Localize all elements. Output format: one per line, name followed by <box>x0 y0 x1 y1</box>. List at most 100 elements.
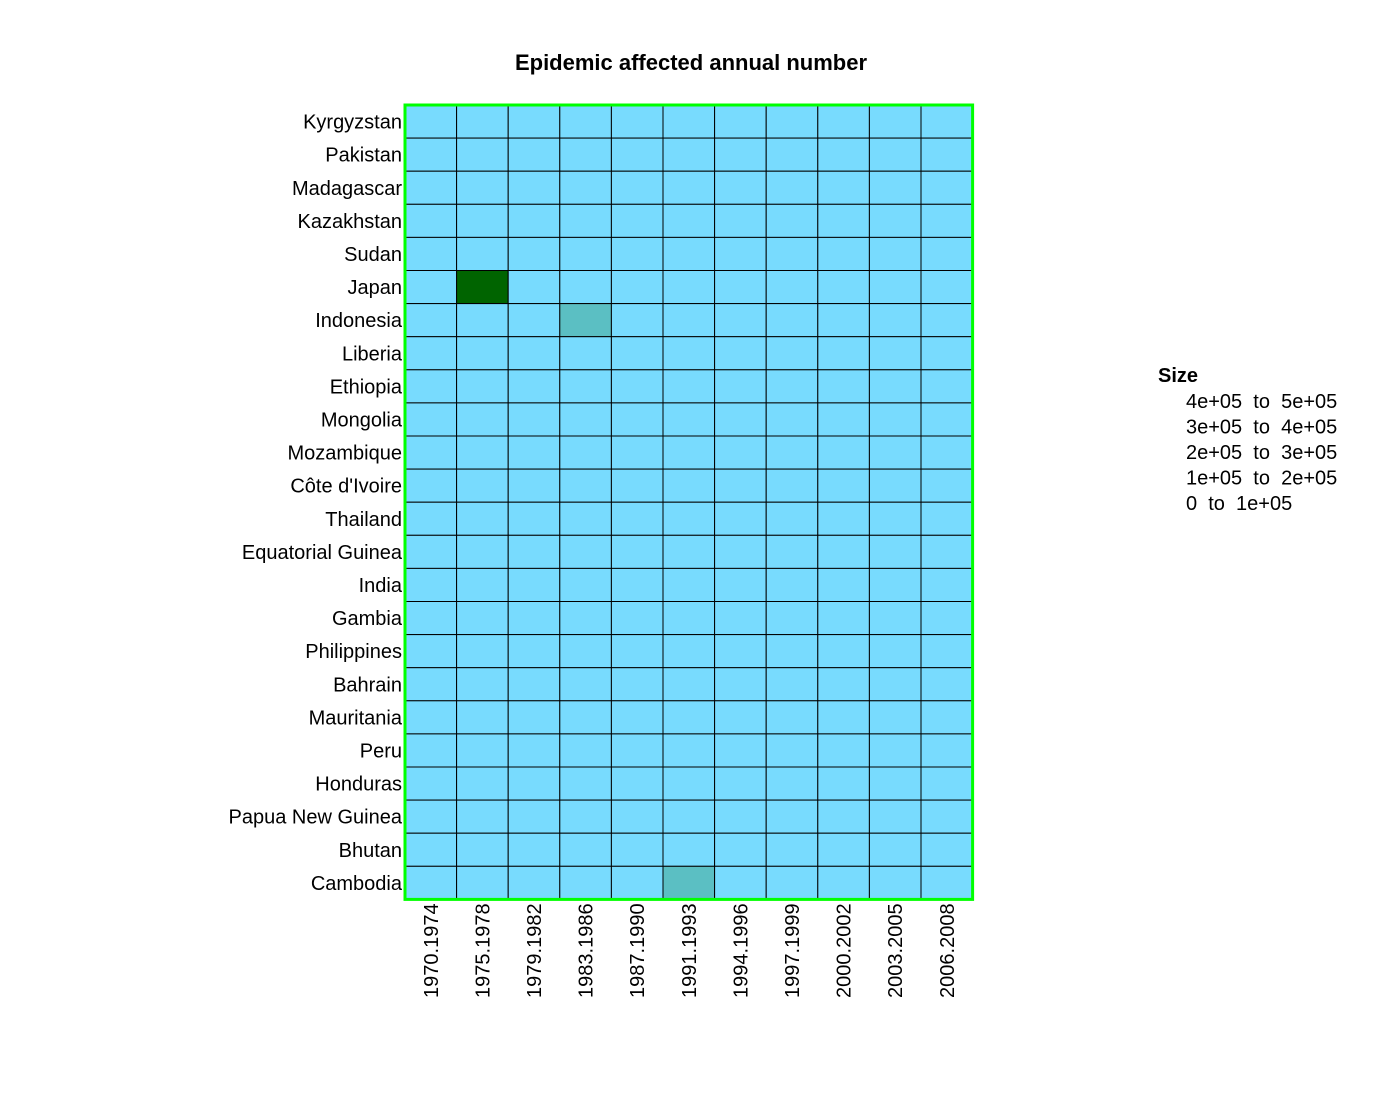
heatmap-cell <box>610 336 664 371</box>
row-label: Bhutan <box>339 840 402 862</box>
heatmap-cell <box>920 832 974 867</box>
heatmap-cell <box>662 733 716 768</box>
heatmap-cell <box>714 799 767 834</box>
heatmap-cell <box>817 203 870 238</box>
heatmap-cell <box>404 137 458 172</box>
heatmap-cell <box>817 303 870 338</box>
heatmap-cell <box>662 567 716 603</box>
heatmap-cell <box>507 137 561 172</box>
heatmap-cell <box>404 303 458 338</box>
heatmap-cell <box>456 799 509 834</box>
row-label: Gambia <box>332 608 403 630</box>
heatmap-cell <box>404 435 458 470</box>
heatmap-cell <box>817 601 870 636</box>
heatmap-cell <box>610 534 664 569</box>
heatmap-cell <box>920 733 974 768</box>
heatmap-cell <box>714 634 767 669</box>
heatmap-cell <box>920 501 974 536</box>
heatmap-cell <box>817 634 870 669</box>
heatmap-cell <box>868 700 922 735</box>
heatmap-cell <box>610 402 664 437</box>
heatmap-cell <box>507 104 561 139</box>
heatmap-cell <box>507 667 561 702</box>
heatmap-cell <box>610 634 664 669</box>
heatmap-cell <box>456 236 509 271</box>
row-label: Mongolia <box>321 409 403 431</box>
heatmap-cell <box>714 369 767 404</box>
heatmap-cell <box>920 104 974 139</box>
heatmap-cell <box>662 137 716 172</box>
heatmap-cell <box>559 203 612 238</box>
heatmap-cell <box>817 468 870 503</box>
heatmap-cell <box>765 832 819 867</box>
heatmap-cell <box>765 766 819 801</box>
heatmap-cell <box>817 799 870 834</box>
heatmap-cell <box>610 369 664 404</box>
heatmap-cell <box>868 435 922 470</box>
heatmap-cell <box>714 303 767 338</box>
heatmap-cell <box>920 567 974 603</box>
heatmap-cell <box>507 534 561 569</box>
heatmap-cell <box>662 799 716 834</box>
heatmap-cell <box>456 104 509 139</box>
heatmap-cell <box>456 303 509 338</box>
heatmap-cell <box>714 700 767 735</box>
heatmap-cell <box>765 137 819 172</box>
heatmap-cell <box>456 501 509 536</box>
heatmap-cell <box>404 733 458 768</box>
heatmap-cell <box>404 468 458 503</box>
heatmap-cell <box>920 766 974 801</box>
heatmap-cell <box>559 865 612 900</box>
heatmap-cell <box>920 402 974 437</box>
column-label: 1970.1974 <box>421 903 443 998</box>
heatmap-cell <box>662 700 716 735</box>
heatmap-cell <box>456 203 509 238</box>
heatmap-cell <box>765 336 819 371</box>
heatmap-cell <box>765 303 819 338</box>
row-label: Ethiopia <box>330 376 403 398</box>
row-label: Mozambique <box>287 443 402 465</box>
column-label: 1987.1990 <box>627 903 649 998</box>
heatmap-cell <box>507 865 561 900</box>
heatmap-cell <box>765 501 819 536</box>
heatmap-cell <box>456 601 509 636</box>
row-label: Kazakhstan <box>297 211 402 233</box>
heatmap-cell <box>868 336 922 371</box>
heatmap-cell <box>456 700 509 735</box>
heatmap-cell <box>507 832 561 867</box>
heatmap-cell <box>559 402 612 437</box>
heatmap-cell <box>456 634 509 669</box>
heatmap-cell <box>868 667 922 702</box>
column-label: 1997.1999 <box>782 903 804 998</box>
heatmap-cell <box>920 170 974 205</box>
column-label: 1994.1996 <box>730 903 752 998</box>
heatmap-cell <box>714 766 767 801</box>
heatmap-cell <box>610 567 664 603</box>
heatmap-cell <box>817 402 870 437</box>
column-label: 1983.1986 <box>576 903 598 998</box>
column-label: 2006.2008 <box>937 903 959 998</box>
heatmap-cells <box>404 104 974 900</box>
row-label: Pakistan <box>325 145 402 167</box>
heatmap-cell <box>817 170 870 205</box>
heatmap-cell <box>456 137 509 172</box>
heatmap-cell <box>456 865 509 900</box>
column-label: 2003.2005 <box>885 903 907 998</box>
heatmap-cell <box>765 435 819 470</box>
heatmap-cell <box>662 236 716 271</box>
heatmap-cell <box>559 336 612 371</box>
heatmap-cell <box>507 601 561 636</box>
heatmap-cell <box>507 700 561 735</box>
heatmap-cell <box>559 634 612 669</box>
heatmap-cell <box>404 534 458 569</box>
heatmap-cell <box>714 402 767 437</box>
heatmap-cell <box>610 700 664 735</box>
heatmap-cell <box>404 766 458 801</box>
column-label: 1975.1978 <box>472 903 494 998</box>
legend-item: 4e+05 to 5e+05 <box>1186 391 1337 413</box>
heatmap-cell <box>559 601 612 636</box>
heatmap-cell <box>765 700 819 735</box>
heatmap-cell <box>610 733 664 768</box>
row-label: India <box>359 575 403 597</box>
